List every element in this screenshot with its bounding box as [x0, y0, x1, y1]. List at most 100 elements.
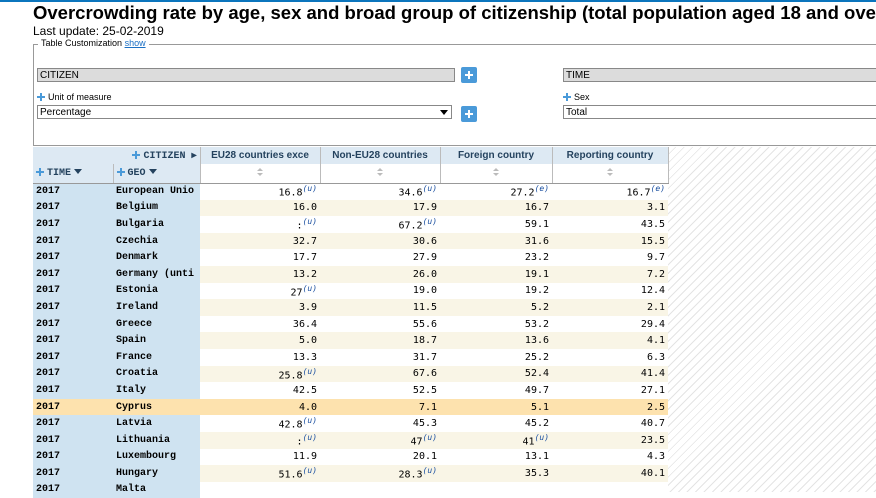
cell-value: 6.3	[646, 351, 666, 363]
value-cell: 45.3	[320, 415, 440, 432]
value-cell: 45.2	[440, 415, 552, 432]
time-cell: 2017	[33, 265, 113, 283]
cell-value: 16.7	[524, 202, 550, 214]
table-row: 2017 Croatia 25.8(u) 67.6 52.4 41.4	[33, 365, 669, 383]
table-row: 2017 Denmark 17.7 27.9 23.2 9.7	[33, 249, 668, 266]
geo-cell: Bulgaria	[113, 216, 201, 233]
sex-label-text: Sex	[574, 92, 590, 102]
cell-value: 47	[410, 436, 423, 448]
sort-cell	[200, 164, 321, 184]
geo-corner: GEO	[113, 164, 201, 184]
cell-value: 45.3	[412, 418, 438, 430]
time-corner: TIME	[33, 164, 114, 184]
time-cell: 2017	[33, 431, 113, 449]
table-row: 2017 Estonia 27(u) 19.0 19.2 12.4	[33, 282, 668, 300]
cell-flag: (u)	[422, 433, 438, 443]
cell-value: 43.5	[640, 218, 666, 230]
time-cell: 2017	[33, 365, 113, 383]
value-cell	[552, 482, 668, 498]
geo-cell: Spain	[113, 332, 201, 349]
geo-cell: Estonia	[113, 282, 201, 300]
table-row: 2017 Ireland 3.9 11.5 5.2 2.1	[33, 299, 669, 316]
value-cell: 15.5	[552, 232, 669, 250]
time-cell: 2017	[33, 481, 113, 498]
cell-flag: (e)	[534, 184, 550, 194]
value-cell: 55.6	[320, 316, 440, 333]
cell-value: 42.8	[278, 419, 303, 431]
sort-cell	[552, 164, 669, 184]
time-cell: 2017	[33, 415, 113, 432]
cell-flag: (u)	[302, 283, 318, 293]
cell-value: 16.0	[292, 202, 318, 214]
cell-value: 30.6	[412, 235, 438, 247]
sex-select[interactable]: Total	[563, 105, 876, 119]
corner-time: TIME	[47, 167, 72, 179]
show-link[interactable]: show	[124, 38, 146, 48]
cell-flag: (u)	[422, 217, 438, 227]
value-cell: 31.7	[320, 349, 440, 366]
table-row: 2017 Greece 36.4 55.6 53.2 29.4	[33, 315, 668, 333]
cell-value: 27.9	[412, 252, 438, 264]
cell-value: 49.7	[524, 384, 550, 396]
value-cell: 19.2	[440, 283, 552, 300]
cell-value: 52.5	[412, 384, 438, 396]
time-cell: 2017	[33, 332, 113, 349]
add-button[interactable]	[461, 67, 477, 83]
value-cell: 27.1	[552, 382, 668, 399]
value-cell: 17.7	[200, 249, 320, 266]
value-cell: 28.3(u)	[320, 465, 441, 482]
cell-value: 19.1	[524, 268, 550, 280]
cell-flag: (u)	[302, 466, 318, 476]
cell-value: 34.6	[398, 187, 423, 199]
cell-value: 27.2	[510, 187, 535, 199]
empty-area	[668, 147, 876, 492]
cell-value: 53.2	[524, 318, 550, 330]
customization-panel	[33, 44, 876, 146]
geo-cell: Ireland	[113, 299, 201, 316]
cell-value: 17.9	[412, 202, 438, 214]
table-row: 2017 Luxembourg 11.9 20.1 13.1 4.3	[33, 448, 668, 466]
cell-flag: (u)	[302, 433, 318, 443]
time-box[interactable]: TIME	[563, 68, 876, 82]
value-cell: 20.1	[320, 449, 440, 466]
cell-value: 28.3	[398, 469, 423, 481]
value-cell	[200, 482, 320, 498]
sort-cell	[440, 164, 553, 184]
value-cell: 19.1	[440, 265, 553, 283]
cell-value: 42.5	[292, 384, 318, 396]
cell-value: 11.5	[412, 301, 438, 313]
cell-flag: (u)	[422, 466, 438, 476]
citizen-box[interactable]: CITIZEN	[37, 68, 455, 82]
cell-value: 26.0	[412, 268, 438, 280]
cell-value: 40.7	[640, 418, 666, 430]
cell-value: 55.6	[412, 318, 438, 330]
time-cell: 2017	[33, 448, 113, 466]
value-cell: 7.2	[552, 265, 669, 283]
cell-value: 15.5	[640, 235, 666, 247]
add-button[interactable]	[461, 106, 477, 122]
unit-select[interactable]: Percentage	[37, 105, 452, 119]
sort-cell	[320, 164, 441, 184]
cell-value: 5.2	[530, 301, 550, 313]
value-cell: 43.5	[552, 216, 668, 233]
value-cell: 17.9	[320, 199, 441, 217]
value-cell: 4.0	[200, 398, 321, 416]
value-cell: 13.2	[200, 265, 321, 283]
cell-value: 20.1	[412, 451, 438, 463]
cell-value: 5.0	[298, 335, 318, 347]
value-cell: 53.2	[440, 316, 552, 333]
column-header: EU28 countries exce	[200, 147, 321, 164]
value-cell: 25.8(u)	[200, 365, 321, 383]
value-cell: 16.0	[200, 199, 321, 217]
time-cell: 2017	[33, 183, 113, 200]
geo-cell: Lithuania	[113, 431, 201, 449]
cell-value: 19.2	[524, 285, 550, 297]
value-cell: 42.8(u)	[200, 415, 320, 432]
cell-value: 29.4	[640, 318, 666, 330]
cell-flag: (e)	[650, 184, 666, 194]
value-cell: 18.7	[320, 332, 441, 349]
column-header: Non-EU28 countries	[320, 147, 441, 164]
value-cell: 9.7	[552, 249, 668, 266]
cell-value: 2.5	[646, 401, 666, 413]
table-row: 2017 France 13.3 31.7 25.2 6.3	[33, 348, 668, 366]
